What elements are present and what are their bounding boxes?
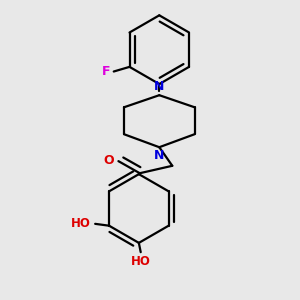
Text: F: F — [101, 65, 110, 78]
Text: N: N — [154, 149, 164, 162]
Text: HO: HO — [131, 255, 151, 268]
Text: HO: HO — [70, 217, 91, 230]
Text: O: O — [103, 154, 114, 167]
Text: N: N — [154, 80, 164, 93]
